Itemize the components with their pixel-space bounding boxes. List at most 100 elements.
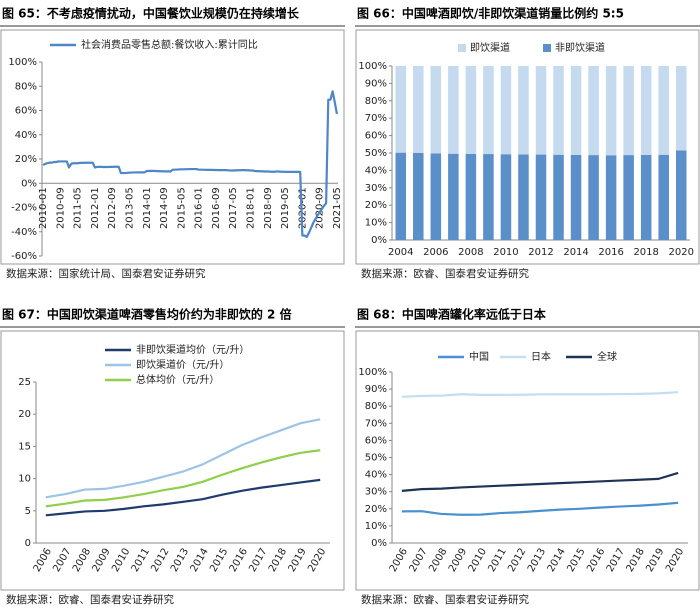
bar-segment xyxy=(570,66,582,155)
source-note: 数据来源：欧睿、国泰君安证券研究 xyxy=(361,593,529,606)
x-tick-label: 2009 xyxy=(447,547,469,575)
x-tick-label: 2014-01 xyxy=(142,187,153,229)
y-tick-label: 5 xyxy=(25,506,31,517)
bar-segment xyxy=(448,153,459,240)
y-tick-label: 90% xyxy=(365,78,387,89)
y-tick-label: 90% xyxy=(365,384,387,395)
y-tick-label: 0% xyxy=(371,538,387,549)
y-tick-label: 50% xyxy=(365,453,387,464)
x-tick-label: 2007 xyxy=(51,547,73,575)
bar-segment xyxy=(588,66,599,156)
x-tick-label: 2013 xyxy=(169,547,191,575)
x-tick-label: 2016 xyxy=(585,547,607,575)
y-tick-label: -20% xyxy=(11,203,37,214)
bar-segment xyxy=(640,154,652,240)
x-tick-label: 2010 xyxy=(110,547,132,575)
y-tick-label: 30% xyxy=(365,487,387,498)
x-tick-label: 2014-09 xyxy=(159,187,170,229)
y-tick-label: 100% xyxy=(358,61,387,72)
y-tick-label: 0% xyxy=(371,235,387,246)
x-tick-label: 2011 xyxy=(486,547,508,575)
bar-segment xyxy=(535,66,547,155)
x-tick-label: 2020 xyxy=(669,247,694,258)
bar-segment xyxy=(448,66,459,154)
figure-title: 图 67：中国即饮渠道啤酒零售均价约为非即饮的 2 倍 xyxy=(2,307,292,322)
bar-segment xyxy=(553,66,564,155)
legend-swatch xyxy=(543,44,551,52)
bar-segment xyxy=(483,66,494,155)
source-note: 数据来源：国家统计局、国泰君安证券研究 xyxy=(6,267,206,280)
y-tick-label: 40% xyxy=(365,165,387,176)
series-line xyxy=(401,501,679,516)
series-line xyxy=(45,449,321,508)
bar-segment xyxy=(535,154,547,240)
legend-label: 即饮渠道 xyxy=(470,41,510,54)
x-tick-label: 2010 xyxy=(493,247,518,258)
x-tick-label: 2018-09 xyxy=(263,187,274,229)
x-tick-label: 2011 xyxy=(130,547,152,575)
legend-label: 中国 xyxy=(469,350,489,363)
x-tick-label: 2012-09 xyxy=(107,187,118,229)
source-note: 数据来源：欧睿、国泰君安证券研究 xyxy=(6,593,174,606)
y-tick-label: 50% xyxy=(365,148,387,159)
legend-label: 非即饮渠道 xyxy=(555,41,605,54)
x-tick-label: 2012 xyxy=(506,547,528,575)
legend-label: 即饮渠道价（元/升） xyxy=(136,358,229,371)
x-tick-label: 2011-05 xyxy=(73,187,84,229)
chart-frame xyxy=(0,29,345,265)
x-tick-label: 2014 xyxy=(189,547,211,575)
y-tick-label: -60% xyxy=(11,251,37,262)
bar-segment xyxy=(465,153,477,240)
bar-segment xyxy=(430,153,442,240)
y-tick-label: 10 xyxy=(18,474,31,485)
bar-segment xyxy=(483,154,494,240)
bar-segment xyxy=(553,154,564,240)
bar-segment xyxy=(658,154,669,240)
legend-swatch xyxy=(458,44,466,52)
figure-title: 图 66：中国啤酒即饮/非即饮渠道销量比例约 5:5 xyxy=(357,6,624,21)
x-tick-label: 2015-05 xyxy=(176,187,187,229)
bar-segment xyxy=(623,66,634,156)
y-tick-label: 25 xyxy=(18,377,31,388)
x-tick-label: 2018 xyxy=(633,247,658,258)
y-tick-label: 40% xyxy=(365,470,387,481)
x-tick-label: 2006 xyxy=(423,247,448,258)
legend-label: 日本 xyxy=(531,350,551,363)
x-tick-label: 2019-05 xyxy=(280,187,291,229)
y-tick-label: 70% xyxy=(365,418,387,429)
series-line xyxy=(401,391,679,398)
x-tick-label: 2015 xyxy=(565,547,587,575)
figure-title: 图 68：中国啤酒罐化率远低于日本 xyxy=(357,307,546,322)
x-tick-label: 2008 xyxy=(458,247,483,258)
bar-segment xyxy=(675,150,687,240)
bar-segment xyxy=(413,66,424,153)
series-line xyxy=(42,90,339,239)
bar-segment xyxy=(640,66,652,155)
y-tick-label: 10% xyxy=(365,521,387,532)
x-tick-label: 2015 xyxy=(208,547,230,575)
bar-segment xyxy=(588,155,599,240)
x-tick-label: 2016 xyxy=(598,247,623,258)
x-tick-label: 2013-05 xyxy=(125,187,136,229)
x-tick-label: 2018 xyxy=(625,547,647,575)
x-tick-label: 2013 xyxy=(526,547,548,575)
x-tick-label: 2017 xyxy=(247,547,269,575)
x-tick-label: 2012-01 xyxy=(90,187,101,229)
x-tick-label: 2016 xyxy=(228,547,250,575)
source-note: 数据来源：欧睿、国泰君安证券研究 xyxy=(361,267,529,280)
y-tick-label: 60% xyxy=(15,106,37,117)
x-tick-label: 2017-05 xyxy=(228,187,239,229)
legend-label: 全球 xyxy=(597,350,617,363)
bar-segment xyxy=(518,66,529,155)
y-tick-label: 20% xyxy=(15,154,37,165)
x-tick-label: 2009 xyxy=(91,547,113,575)
chart-frame xyxy=(355,29,700,265)
x-tick-label: 2014 xyxy=(563,247,588,258)
x-tick-label: 2021-05 xyxy=(332,187,343,229)
bar-segment xyxy=(623,155,634,240)
y-tick-label: 20% xyxy=(365,200,387,211)
x-tick-label: 2010-01 xyxy=(38,187,49,229)
bar-segment xyxy=(500,66,512,155)
x-tick-label: 2004 xyxy=(388,247,413,258)
